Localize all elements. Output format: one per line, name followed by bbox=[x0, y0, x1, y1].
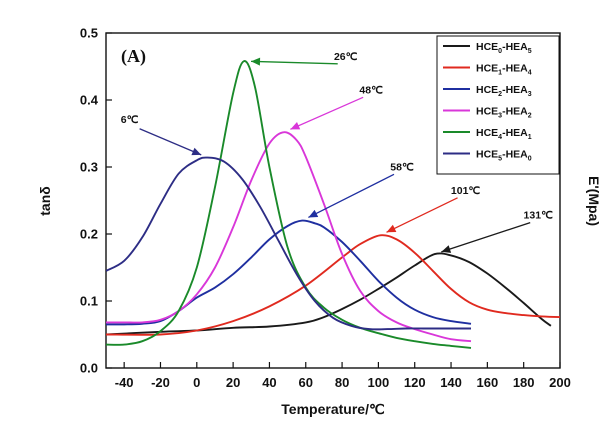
panel-label: (A) bbox=[121, 46, 146, 67]
x-tick-label: 60 bbox=[299, 375, 313, 390]
y-tick-label: 0.1 bbox=[80, 294, 98, 309]
y-tick-label: 0.0 bbox=[80, 361, 98, 376]
legend-label-part: -HEA bbox=[502, 149, 528, 161]
legend-label-part: HCE bbox=[476, 84, 498, 96]
annotation-1: 48℃ bbox=[290, 84, 383, 130]
legend-label-subscript: 5 bbox=[498, 156, 502, 163]
annotation-4: 101℃ bbox=[386, 185, 481, 233]
x-tick-label: 0 bbox=[193, 375, 200, 390]
annotation-0: 26℃ bbox=[250, 51, 358, 66]
annotation-label: 48℃ bbox=[359, 84, 383, 96]
legend-box bbox=[436, 35, 560, 175]
legend-item-2: HCE2-HEA3 bbox=[443, 84, 532, 98]
legend-label-part: -HEA bbox=[502, 84, 528, 96]
annotation-2: 6℃ bbox=[121, 114, 202, 156]
x-tick-label: 160 bbox=[477, 375, 499, 390]
legend-label-subscript: 0 bbox=[528, 156, 532, 163]
legend-label-subscript: 0 bbox=[498, 48, 502, 55]
annotation-label: 131℃ bbox=[524, 210, 554, 222]
legend-label: HCE5-HEA0 bbox=[476, 149, 532, 163]
x-tick-label: -20 bbox=[151, 375, 170, 390]
legend-label-part: HCE bbox=[476, 63, 498, 75]
series-line-0 bbox=[106, 252, 552, 336]
legend-item-4: HCE4-HEA1 bbox=[443, 127, 532, 141]
annotation-3: 58℃ bbox=[308, 161, 414, 219]
x-tick-label: 120 bbox=[404, 375, 426, 390]
x-tick-label: 200 bbox=[549, 375, 571, 390]
legend-label-subscript: 4 bbox=[528, 70, 532, 77]
legend-label-subscript: 4 bbox=[498, 134, 502, 141]
annotation-arrow-head bbox=[191, 147, 202, 156]
legend-label: HCE0-HEA5 bbox=[476, 41, 532, 55]
legend: HCE0-HEA5HCE1-HEA4HCE2-HEA3HCE3-HEA2HCE4… bbox=[436, 35, 560, 175]
annotation-arrow-head bbox=[441, 245, 452, 253]
legend-label-part: HCE bbox=[476, 106, 498, 118]
y2-axis-title: E'(Mpa) bbox=[586, 176, 600, 226]
annotation-arrow-head bbox=[251, 57, 261, 66]
legend-label-part: HCE bbox=[476, 149, 498, 161]
legend-label-subscript: 5 bbox=[528, 48, 532, 55]
series-line-3 bbox=[106, 131, 472, 343]
legend-label: HCE2-HEA3 bbox=[476, 84, 532, 98]
legend-label-subscript: 3 bbox=[528, 91, 532, 98]
legend-label-part: -HEA bbox=[502, 127, 528, 139]
tick-layer: -40 -20 0 20 40 60 80 100 120 140 160 180 2000.00.10… bbox=[80, 26, 571, 391]
legend-label-subscript: 2 bbox=[528, 113, 532, 120]
legend-label: HCE3-HEA2 bbox=[476, 106, 532, 120]
series-line-4 bbox=[106, 60, 472, 349]
legend-label-subscript: 1 bbox=[498, 70, 502, 77]
series-line-5 bbox=[106, 156, 471, 331]
x-tick-label: 80 bbox=[335, 375, 349, 390]
legend-label-subscript: 3 bbox=[498, 113, 502, 120]
annotation-arrow-head bbox=[290, 122, 301, 130]
legend-item-3: HCE3-HEA2 bbox=[443, 106, 532, 120]
annotation-arrow-shaft bbox=[290, 96, 364, 130]
x-tick-label: -40 bbox=[115, 375, 134, 390]
annotation-label: 58℃ bbox=[390, 161, 414, 173]
annotation-5: 131℃ bbox=[441, 210, 553, 253]
x-tick-label: 100 bbox=[368, 375, 390, 390]
annotation-arrow-shaft bbox=[139, 128, 202, 156]
legend-label: HCE4-HEA1 bbox=[476, 127, 532, 141]
series-layer bbox=[106, 60, 560, 349]
annotation-arrow-head bbox=[308, 209, 319, 218]
y-tick-label: 0.3 bbox=[80, 160, 98, 175]
plot-frame bbox=[105, 32, 561, 369]
annotation-label: 26℃ bbox=[334, 51, 358, 63]
annotation-label: 101℃ bbox=[451, 185, 481, 197]
legend-label-part: -HEA bbox=[502, 63, 528, 75]
legend-label-subscript: 2 bbox=[498, 91, 502, 98]
annotation-arrow-shaft bbox=[441, 221, 531, 253]
legend-label-part: -HEA bbox=[502, 106, 528, 118]
x-tick-label: 20 bbox=[226, 375, 240, 390]
series-line-1 bbox=[106, 234, 560, 336]
annotation-arrow-shaft bbox=[250, 60, 338, 65]
x-tick-label: 40 bbox=[262, 375, 276, 390]
legend-item-1: HCE1-HEA4 bbox=[443, 63, 532, 77]
y-axis-title: tanδ bbox=[37, 186, 53, 216]
legend-label-part: HCE bbox=[476, 127, 498, 139]
legend-label: HCE1-HEA4 bbox=[476, 63, 532, 77]
annotation-arrow-shaft bbox=[386, 197, 458, 233]
x-tick-label: 180 bbox=[513, 375, 535, 390]
annotation-arrow-shaft bbox=[308, 173, 395, 219]
y-tick-label: 0.4 bbox=[80, 93, 99, 108]
legend-item-5: HCE5-HEA0 bbox=[443, 149, 532, 163]
y-tick-label: 0.2 bbox=[80, 227, 98, 242]
annotation-layer: 26℃ 48℃ 6℃ 58℃ 101℃ 131℃ bbox=[121, 51, 553, 253]
x-tick-label: 140 bbox=[440, 375, 462, 390]
legend-item-0: HCE0-HEA5 bbox=[443, 41, 532, 55]
legend-label-subscript: 1 bbox=[528, 134, 532, 141]
legend-label-part: -HEA bbox=[502, 41, 528, 53]
annotation-label: 6℃ bbox=[121, 114, 139, 126]
legend-label-part: HCE bbox=[476, 41, 498, 53]
x-axis-title: Temperature/℃ bbox=[281, 401, 385, 417]
y-tick-label: 0.5 bbox=[80, 26, 98, 41]
annotation-arrow-head bbox=[386, 224, 397, 233]
